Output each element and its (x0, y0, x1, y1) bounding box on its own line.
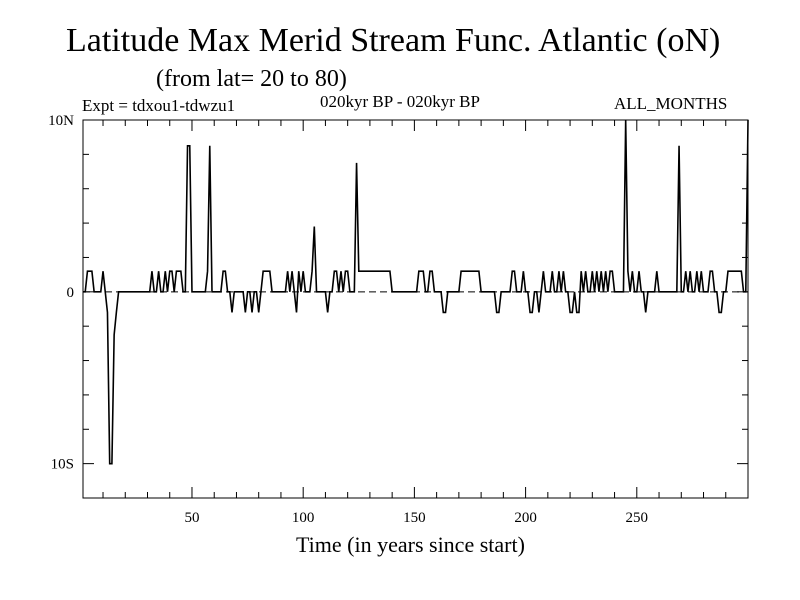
experiment-label: Expt = tdxou1-tdwzu1 (82, 96, 236, 115)
x-axis-label: Time (in years since start) (296, 532, 525, 557)
months-label: ALL_MONTHS (614, 94, 728, 113)
y-tick-label: 10N (48, 113, 74, 129)
axis-ticks: 50 100 150 200 250 10N 0 10S (48, 113, 748, 526)
series-line (83, 119, 749, 465)
x-tick-label: 50 (184, 510, 199, 526)
x-tick-label: 150 (403, 510, 426, 526)
plot-frame (82, 119, 749, 499)
x-tick-label: 200 (514, 510, 537, 526)
y-tick-label: 10S (51, 457, 74, 473)
period-label: 020kyr BP - 020kyr BP (320, 92, 480, 111)
x-tick-label: 250 (626, 510, 649, 526)
chart-subtitle: (from lat= 20 to 80) (156, 66, 347, 92)
chart-title: Latitude Max Merid Stream Func. Atlantic… (66, 22, 721, 59)
y-tick-label: 0 (67, 285, 75, 301)
x-tick-label: 100 (292, 510, 315, 526)
